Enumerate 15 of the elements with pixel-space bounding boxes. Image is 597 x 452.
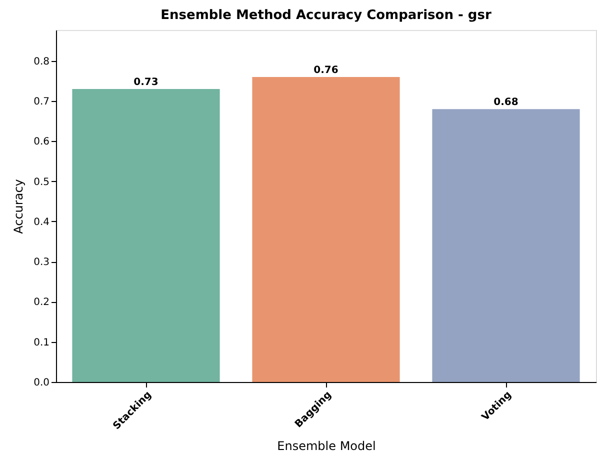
y-tick-label: 0.2 (34, 297, 50, 308)
data-label: 0.76 (314, 64, 338, 76)
y-tick-label: 0.0 (34, 378, 50, 388)
y-tick-label: 0.1 (34, 337, 50, 348)
y-tick-label: 0.5 (34, 176, 50, 188)
y-tick-label: 0.6 (34, 136, 50, 148)
y-tick-label: 0.7 (34, 96, 50, 108)
data-label: 0.68 (494, 97, 518, 108)
y-tick-label: 0.8 (34, 56, 50, 68)
y-tick-label: 0.4 (34, 216, 50, 228)
y-tick-label: 0.3 (34, 257, 50, 268)
data-label: 0.73 (134, 77, 158, 88)
chart-title: Ensemble Method Accuracy Comparison - gsr (160, 8, 492, 23)
x-axis-title: Ensemble Model (277, 439, 376, 452)
y-axis-title: Accuracy (12, 179, 26, 234)
